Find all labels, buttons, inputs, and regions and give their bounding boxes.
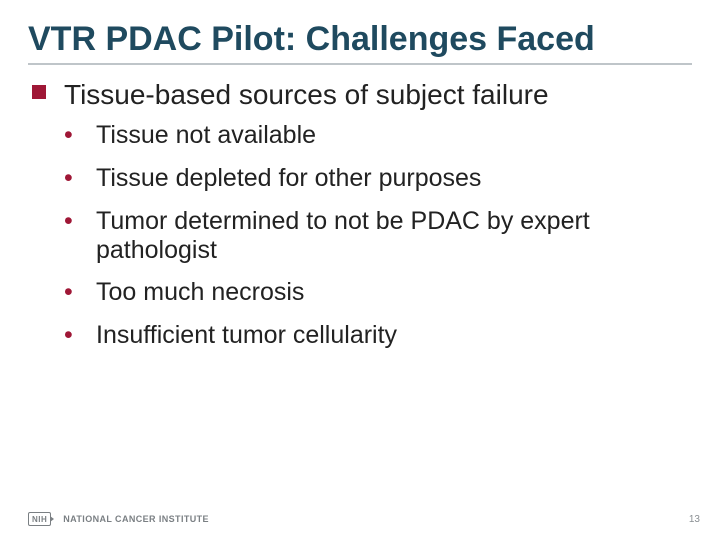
nci-logo: NIH NATIONAL CANCER INSTITUTE [28,512,209,526]
square-bullet-icon [32,85,46,99]
sub-bullet-text: Tissue not available [96,121,316,149]
sub-bullet-text: Insufficient tumor cellularity [96,321,397,349]
main-bullet-item: Tissue-based sources of subject failure … [28,79,692,350]
slide-title: VTR PDAC Pilot: Challenges Faced [28,20,692,65]
sub-bullet-text: Too much necrosis [96,278,304,306]
dot-bullet-icon: • [64,164,73,193]
dot-bullet-icon: • [64,321,73,350]
sub-bullet-item: • Insufficient tumor cellularity [64,321,692,350]
sub-bullet-text: Tumor determined to not be PDAC by exper… [96,207,590,264]
sub-bullet-list: • Tissue not available • Tissue depleted… [64,121,692,350]
sub-bullet-text: Tissue depleted for other purposes [96,164,481,192]
sub-bullet-item: • Tissue depleted for other purposes [64,164,692,193]
dot-bullet-icon: • [64,121,73,150]
main-bullet-list: Tissue-based sources of subject failure … [28,79,692,350]
page-number: 13 [689,514,700,525]
dot-bullet-icon: • [64,278,73,307]
slide-footer: NIH NATIONAL CANCER INSTITUTE 13 [28,512,700,526]
dot-bullet-icon: • [64,207,73,236]
slide: VTR PDAC Pilot: Challenges Faced Tissue-… [0,0,720,540]
main-bullet-text: Tissue-based sources of subject failure [64,79,549,110]
sub-bullet-item: • Tissue not available [64,121,692,150]
sub-bullet-item: • Too much necrosis [64,278,692,307]
sub-bullet-item: • Tumor determined to not be PDAC by exp… [64,207,692,265]
nci-org-label: NATIONAL CANCER INSTITUTE [63,514,209,524]
nih-badge-icon: NIH [28,512,51,526]
